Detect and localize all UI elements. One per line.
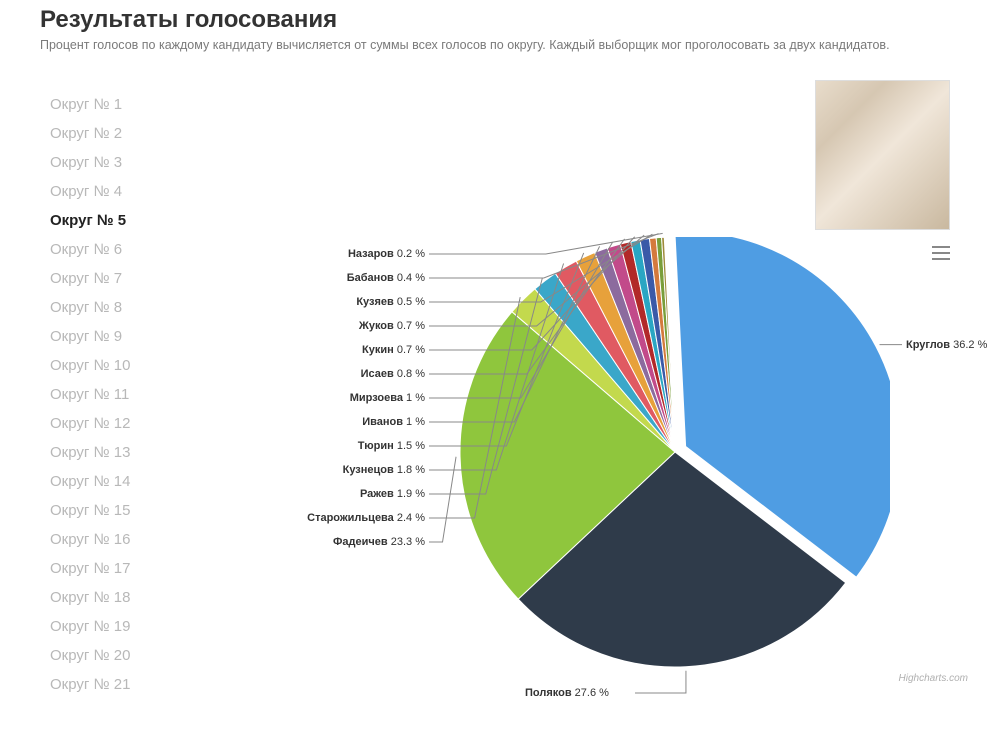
district-item-21[interactable]: Округ № 21 <box>50 670 190 699</box>
slice-label-12: Кузяев 0.5 % <box>356 296 425 308</box>
chart-credit[interactable]: Highcharts.com <box>899 673 968 684</box>
page-subtitle: Процент голосов по каждому кандидату выч… <box>40 38 998 52</box>
district-item-20[interactable]: Округ № 20 <box>50 641 190 670</box>
district-item-16[interactable]: Округ № 16 <box>50 525 190 554</box>
slice-label-8: Мирзоева 1 % <box>350 392 425 404</box>
slice-label-13: Бабанов 0.4 % <box>347 272 425 284</box>
district-item-11[interactable]: Округ № 11 <box>50 380 190 409</box>
slice-label-7: Иванов 1 % <box>362 416 425 428</box>
district-item-2[interactable]: Округ № 2 <box>50 119 190 148</box>
district-item-9[interactable]: Округ № 9 <box>50 322 190 351</box>
district-item-19[interactable]: Округ № 19 <box>50 612 190 641</box>
pie-chart: Назаров 0.2 % Бабанов 0.4 % Кузяев 0.5 % Жу… <box>200 202 960 732</box>
district-item-3[interactable]: Округ № 3 <box>50 148 190 177</box>
district-item-14[interactable]: Округ № 14 <box>50 467 190 496</box>
slice-label-1: Поляков 27.6 % <box>525 687 609 699</box>
district-item-4[interactable]: Округ № 4 <box>50 177 190 206</box>
district-item-15[interactable]: Округ № 15 <box>50 496 190 525</box>
slice-label-14: Назаров 0.2 % <box>348 248 425 260</box>
district-item-8[interactable]: Округ № 8 <box>50 293 190 322</box>
district-item-12[interactable]: Округ № 12 <box>50 409 190 438</box>
slice-label-11: Жуков 0.7 % <box>359 320 425 332</box>
content-area: Округ № 1Округ № 2Округ № 3Округ № 4Окру… <box>0 52 998 692</box>
slice-label-4: Ражев 1.9 % <box>360 488 425 500</box>
district-item-5[interactable]: Округ № 5 <box>50 206 190 235</box>
slice-label-5: Кузнецов 1.8 % <box>343 464 425 476</box>
district-item-7[interactable]: Округ № 7 <box>50 264 190 293</box>
district-item-10[interactable]: Округ № 10 <box>50 351 190 380</box>
district-item-1[interactable]: Округ № 1 <box>50 90 190 119</box>
slice-label-2: Фадеичев 23.3 % <box>333 536 425 548</box>
slice-label-3: Старожильцева 2.4 % <box>307 512 425 524</box>
slice-label-10: Кукин 0.7 % <box>362 344 425 356</box>
district-item-17[interactable]: Округ № 17 <box>50 554 190 583</box>
slice-label-0: Круглов 36.2 % <box>906 339 987 351</box>
slice-label-9: Исаев 0.8 % <box>361 368 425 380</box>
slice-label-6: Тюрин 1.5 % <box>358 440 425 452</box>
district-item-18[interactable]: Округ № 18 <box>50 583 190 612</box>
district-item-6[interactable]: Округ № 6 <box>50 235 190 264</box>
page-title: Результаты голосования <box>40 6 998 34</box>
district-item-13[interactable]: Округ № 13 <box>50 438 190 467</box>
district-list: Округ № 1Округ № 2Округ № 3Округ № 4Окру… <box>50 90 190 699</box>
